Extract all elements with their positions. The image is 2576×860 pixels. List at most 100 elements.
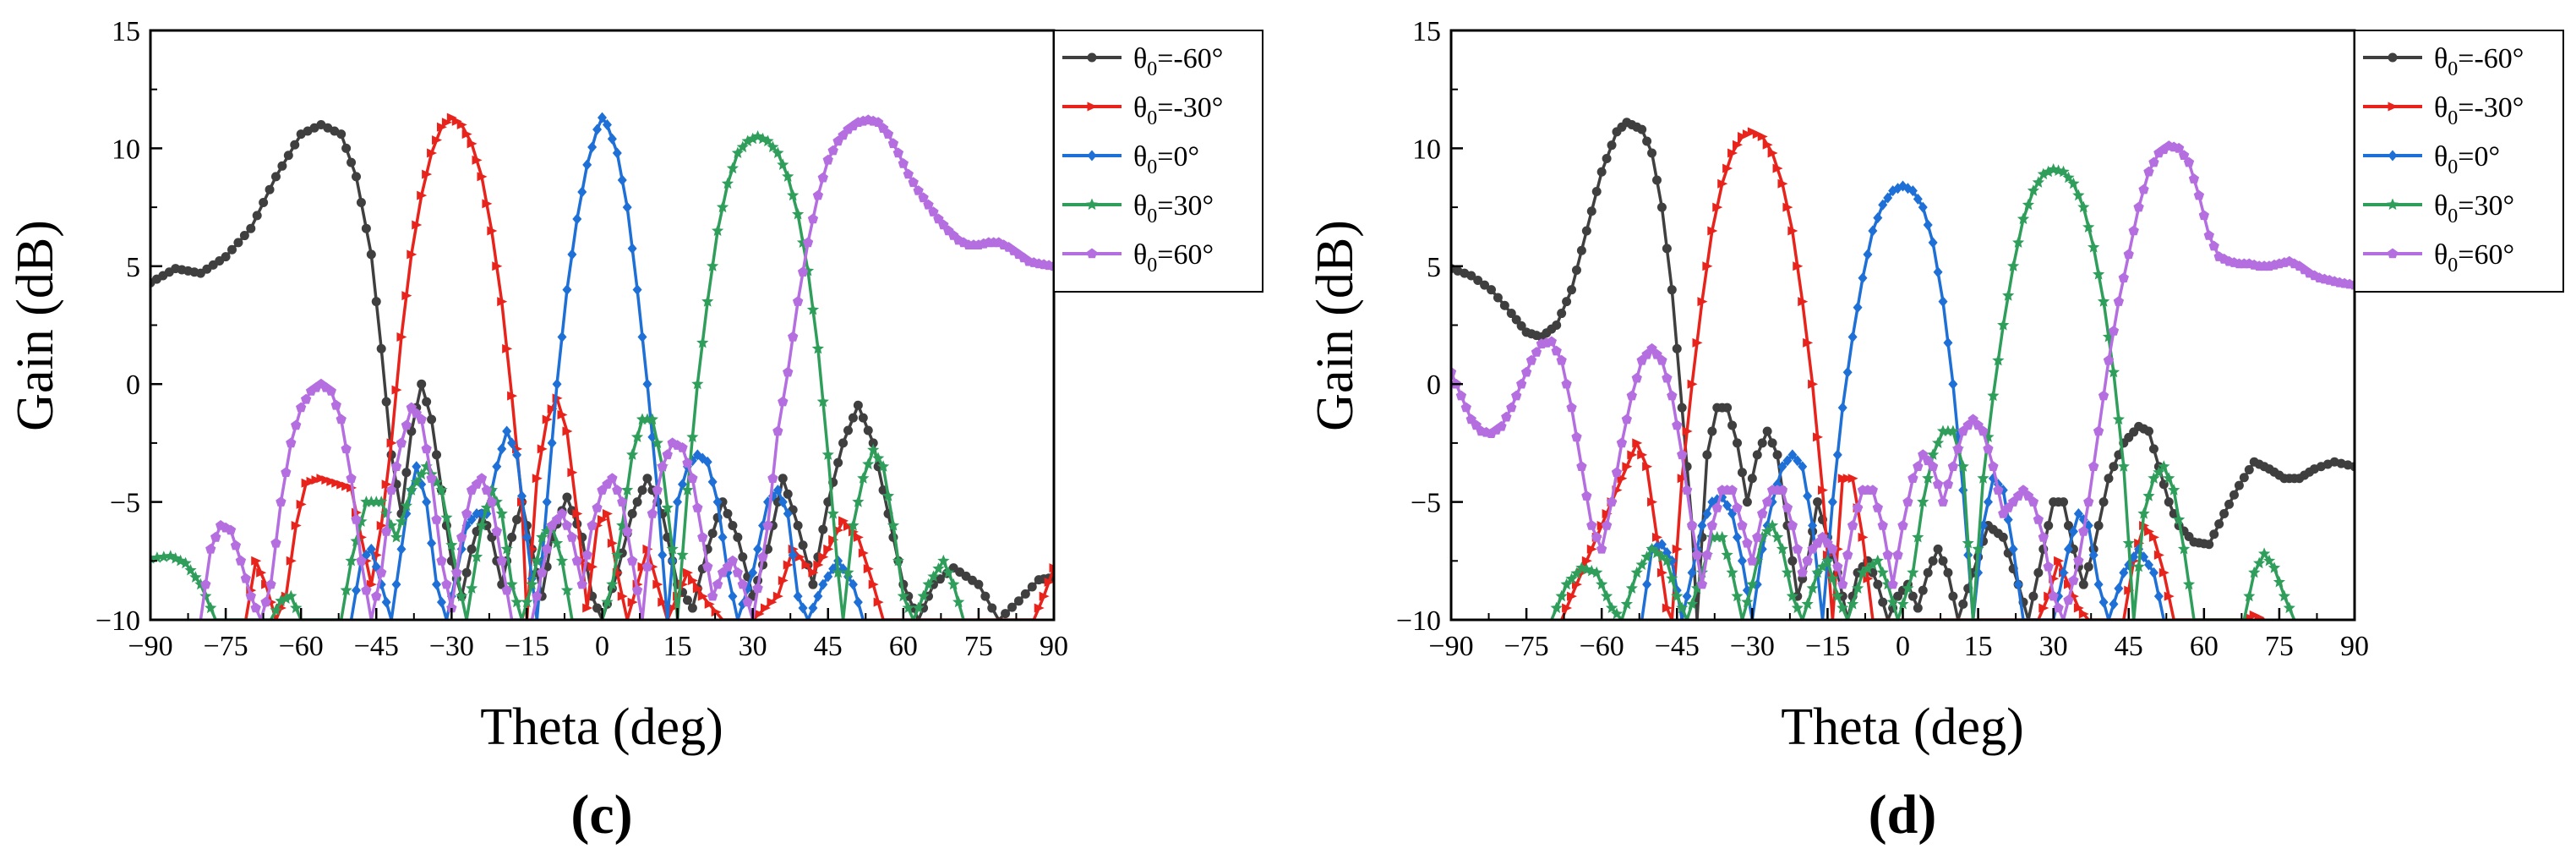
data-point bbox=[2057, 165, 2070, 178]
data-point bbox=[692, 502, 703, 512]
data-point bbox=[1626, 390, 1637, 401]
data-point bbox=[1596, 543, 1607, 554]
data-point bbox=[345, 554, 357, 567]
data-point bbox=[1571, 265, 1581, 275]
x-tick-label: −15 bbox=[505, 631, 549, 662]
data-point bbox=[1918, 201, 1928, 213]
y-axis-title: Gain (dB) bbox=[1307, 220, 1364, 431]
data-point bbox=[772, 497, 783, 507]
x-axis-title: Theta (deg) bbox=[480, 698, 723, 756]
data-point bbox=[1581, 556, 1592, 566]
data-point bbox=[1776, 485, 1788, 495]
y-tick-label: 5 bbox=[126, 252, 140, 283]
data-point bbox=[1605, 601, 1618, 614]
data-point bbox=[1001, 609, 1011, 619]
data-point bbox=[341, 443, 352, 454]
data-point bbox=[2117, 460, 2130, 472]
data-point bbox=[1662, 372, 1673, 383]
data-point bbox=[937, 554, 950, 567]
data-point bbox=[1947, 461, 1959, 471]
data-point bbox=[754, 609, 765, 619]
data-point bbox=[1798, 461, 1808, 473]
data-point bbox=[816, 395, 829, 408]
data-point bbox=[1883, 192, 1893, 204]
data-point bbox=[1983, 443, 1994, 454]
data-point bbox=[1998, 532, 2008, 542]
data-point bbox=[658, 597, 669, 607]
data-point bbox=[873, 597, 884, 607]
data-point bbox=[526, 578, 538, 590]
legend-marker bbox=[2388, 101, 2399, 112]
data-point bbox=[1792, 543, 1803, 554]
data-point bbox=[801, 560, 812, 570]
data-point bbox=[682, 595, 692, 605]
data-point bbox=[696, 336, 709, 348]
data-point bbox=[1782, 455, 1793, 467]
data-point bbox=[436, 555, 447, 566]
data-point bbox=[2183, 156, 2195, 167]
data-point bbox=[240, 572, 251, 583]
data-point bbox=[1928, 237, 1938, 249]
legend-label: θ0=30° bbox=[1133, 190, 1214, 227]
data-point bbox=[2022, 198, 2035, 211]
data-point bbox=[772, 485, 783, 496]
data-point bbox=[290, 140, 300, 150]
x-tick-label: 15 bbox=[663, 631, 692, 662]
data-point bbox=[366, 543, 376, 555]
data-point bbox=[432, 135, 443, 145]
data-point bbox=[1878, 597, 1888, 607]
data-point bbox=[847, 519, 860, 531]
data-point bbox=[380, 507, 393, 519]
data-point bbox=[932, 562, 945, 574]
data-point bbox=[417, 379, 427, 389]
data-point bbox=[270, 537, 281, 548]
data-point bbox=[642, 378, 652, 390]
legend-marker bbox=[2387, 248, 2399, 259]
data-point bbox=[1922, 472, 1935, 484]
data-point bbox=[808, 567, 819, 578]
data-point bbox=[938, 219, 949, 230]
x-tick-label: 75 bbox=[2265, 631, 2294, 662]
data-point bbox=[1836, 601, 1849, 614]
data-point bbox=[892, 147, 904, 158]
data-point bbox=[366, 579, 377, 589]
data-point bbox=[1651, 348, 1662, 359]
data-point bbox=[371, 297, 381, 307]
data-point bbox=[482, 199, 493, 209]
x-tick-label: −45 bbox=[354, 631, 399, 662]
data-point bbox=[1656, 567, 1667, 578]
data-point bbox=[642, 474, 652, 484]
data-point bbox=[351, 514, 362, 524]
data-point bbox=[2142, 490, 2155, 501]
data-point bbox=[777, 158, 789, 170]
data-point bbox=[598, 112, 607, 123]
data-point bbox=[427, 414, 437, 425]
data-point bbox=[1662, 603, 1673, 613]
data-point bbox=[521, 531, 532, 543]
data-point bbox=[426, 473, 437, 483]
data-point bbox=[361, 223, 371, 233]
data-point bbox=[892, 554, 904, 567]
data-point bbox=[1039, 591, 1050, 601]
data-point bbox=[2063, 594, 2074, 605]
panel-label: (c) bbox=[570, 784, 632, 846]
data-point bbox=[808, 602, 818, 614]
data-point bbox=[436, 596, 446, 608]
data-point bbox=[1561, 378, 1572, 389]
data-point bbox=[1048, 260, 1054, 271]
data-point bbox=[987, 603, 997, 613]
legend: θ0=-60° θ0=-30° θ0=0° θ0=30° θ0=60° bbox=[2354, 30, 2564, 293]
data-point bbox=[1656, 354, 1667, 365]
data-point bbox=[189, 571, 202, 583]
data-point bbox=[783, 366, 794, 377]
data-point bbox=[1555, 589, 1568, 602]
data-point bbox=[922, 578, 935, 590]
data-point bbox=[2072, 189, 2085, 201]
data-point bbox=[250, 602, 261, 613]
data-point bbox=[2103, 354, 2115, 365]
data-point bbox=[2258, 547, 2271, 559]
data-point bbox=[557, 331, 567, 342]
data-point bbox=[1602, 509, 1613, 519]
data-point bbox=[2118, 272, 2129, 282]
data-point bbox=[818, 524, 828, 534]
